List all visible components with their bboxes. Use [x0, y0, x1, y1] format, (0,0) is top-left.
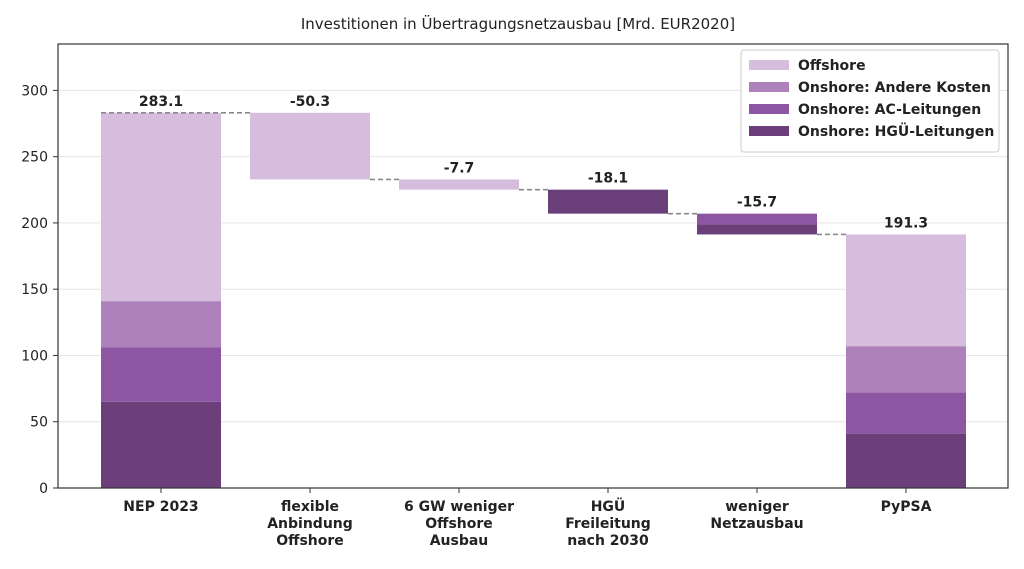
- bar-offshore: [101, 112, 221, 302]
- chart-title: Investitionen in Übertragungsnetzausbau …: [301, 14, 735, 33]
- legend-label: Offshore: [798, 58, 866, 74]
- legend-swatch: [749, 104, 789, 114]
- x-tick-label-line: Offshore: [425, 516, 493, 532]
- x-tick-label-line: HGÜ: [591, 497, 626, 515]
- legend-swatch: [749, 60, 789, 70]
- x-tick-label-line: Offshore: [276, 533, 344, 549]
- plot-frame: [57, 43, 1009, 489]
- bar-onshore-andere-kosten: [101, 301, 221, 348]
- bar-offshore: [846, 234, 966, 347]
- x-tick-label-line: PyPSA: [881, 499, 932, 515]
- change-bar-segment: [697, 224, 817, 235]
- bar-onshore-hg-leitungen: [101, 401, 221, 488]
- data-label: -18.1: [588, 171, 628, 187]
- x-tick-label-line: flexible: [281, 499, 339, 515]
- y-tick-label: 300: [21, 83, 48, 99]
- legend-swatch: [749, 82, 789, 92]
- y-tick-label: 0: [39, 481, 48, 497]
- legend-label: Onshore: HGÜ-Leitungen: [798, 122, 994, 140]
- change-bar: [399, 179, 519, 190]
- x-tick-label-line: Ausbau: [430, 533, 489, 549]
- change-bar: [250, 112, 370, 180]
- x-tick-label: weniger Netzausbau: [710, 499, 803, 532]
- x-tick-label-line: Anbindung: [267, 516, 353, 532]
- axes: 0 50 100 150 200 250 300 NEP 2023 flexible Anbind…: [21, 43, 1009, 549]
- y-tick-label: 100: [21, 348, 48, 364]
- x-tick-label-line: 6 GW weniger: [404, 499, 514, 515]
- x-tick-label: 6 GW weniger Offshore Ausbau: [404, 499, 514, 549]
- bar-onshore-ac-leitungen: [101, 347, 221, 402]
- data-label: -7.7: [444, 160, 475, 176]
- x-tick-label-line: nach 2030: [567, 533, 649, 549]
- x-tick-label-line: weniger: [725, 499, 789, 515]
- x-tick-label-line: NEP 2023: [123, 499, 198, 515]
- x-tick-label: PyPSA: [881, 499, 932, 515]
- change-bar-segment: [697, 213, 817, 225]
- data-labels: 283.1 191.3 -50.3 -7.7 -18.1 -15.7: [139, 94, 928, 232]
- data-label: -15.7: [737, 195, 777, 211]
- x-tick-label-line: Freileitung: [565, 516, 651, 532]
- legend-label: Onshore: Andere Kosten: [798, 80, 991, 96]
- y-tick-label: 200: [21, 216, 48, 232]
- legend-label: Onshore: AC-Leitungen: [798, 102, 981, 118]
- bar-onshore-ac-leitungen: [846, 392, 966, 434]
- y-tick-label: 50: [30, 415, 48, 431]
- x-tick-label: NEP 2023: [123, 499, 198, 515]
- data-label: -50.3: [290, 94, 330, 110]
- legend-box: [740, 49, 1000, 153]
- bar-onshore-hg-leitungen: [846, 433, 966, 488]
- y-tick-label: 150: [21, 282, 48, 298]
- y-tick-label: 250: [21, 150, 48, 166]
- data-label: 283.1: [139, 94, 183, 110]
- bars: [101, 112, 966, 488]
- change-bar: [548, 189, 668, 214]
- data-label: 191.3: [884, 215, 928, 231]
- legend-swatch: [749, 126, 789, 136]
- x-tick-label: flexible Anbindung Offshore: [267, 499, 353, 549]
- connectors: [101, 111, 846, 236]
- x-tick-label-line: Netzausbau: [710, 516, 803, 532]
- legend: Offshore Onshore: Andere Kosten Onshore: A…: [740, 49, 1000, 153]
- bar-onshore-andere-kosten: [846, 346, 966, 393]
- x-tick-label: HGÜ Freileitung nach 2030: [565, 497, 651, 549]
